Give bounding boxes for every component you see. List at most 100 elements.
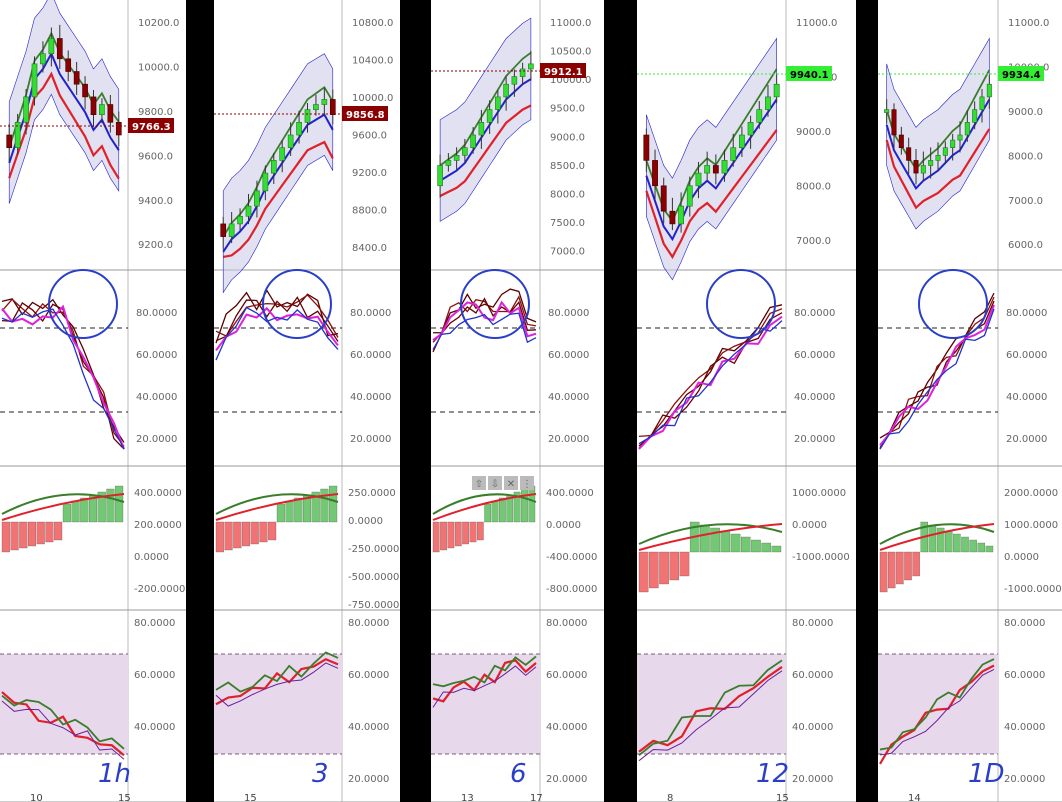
last-price-label: 9856.8	[346, 110, 385, 121]
candle	[90, 96, 97, 115]
price-tick-label: 9800.0	[138, 107, 173, 118]
rsi-tick-label: 60.0000	[348, 670, 389, 681]
candle	[730, 147, 737, 161]
macd-histogram-bar	[311, 491, 320, 523]
x-tick-label: 13	[461, 793, 474, 802]
price-tick-label: 6000.0	[1008, 240, 1043, 251]
rsi-line	[879, 668, 995, 756]
stoch-line	[432, 288, 537, 334]
candle	[321, 99, 328, 105]
macd-histogram-bar	[1, 521, 10, 553]
macd-histogram-bar	[928, 524, 937, 553]
macd-histogram-bar	[740, 536, 751, 553]
candle	[964, 122, 970, 136]
candle	[979, 96, 985, 110]
last-price-badge	[128, 118, 174, 133]
candle	[56, 38, 63, 60]
rsi-band	[637, 654, 786, 754]
macd-histogram-bar	[499, 497, 506, 523]
macd-tick-label: -400.0000	[546, 552, 597, 563]
panel-toolbar-button[interactable]	[488, 476, 502, 490]
stoch-line	[432, 312, 537, 350]
macd-histogram-bar	[476, 521, 484, 541]
panel-toolbar-button[interactable]	[520, 476, 534, 490]
candle	[99, 104, 105, 115]
candle	[445, 160, 452, 166]
price-panel: 10800.0 10400.0 10000.0 9600.0 9200.0 8800.0 8…	[214, 18, 393, 294]
candle	[31, 63, 38, 98]
rsi-tick-label: 80.0000	[134, 618, 175, 629]
macd-signal-line	[638, 523, 783, 545]
macd-histogram-bar	[761, 542, 771, 553]
candle	[48, 38, 55, 55]
panel-bg	[431, 270, 604, 466]
stoch-line	[879, 304, 995, 446]
candle	[643, 134, 650, 161]
candle	[721, 160, 728, 174]
stoch-line	[638, 315, 783, 450]
candle	[519, 68, 526, 77]
annotation-circle	[48, 269, 118, 339]
panel-bg	[0, 270, 186, 466]
candle	[891, 109, 897, 136]
panel-toolbar-button[interactable]	[504, 476, 518, 490]
stoch-tick-label: 20.0000	[136, 434, 177, 445]
rsi-tick-label: 40.0000	[546, 722, 587, 733]
macd-histogram-bar	[521, 488, 528, 523]
x-tick-label: 8	[667, 793, 673, 802]
stoch-tick-label: 40.0000	[548, 392, 589, 403]
x-tick-label: 14	[908, 793, 921, 802]
candle	[935, 155, 941, 161]
last-price-badge	[786, 66, 832, 81]
x-tick-label: 15	[244, 793, 257, 802]
price-tick-label: 9200.0	[352, 168, 387, 179]
candle	[296, 122, 302, 136]
stoch-line	[432, 295, 537, 343]
rsi-line	[638, 659, 783, 757]
macd-histogram-bar	[879, 551, 888, 593]
price-panel: 11000.0 10500.0 10000.0 9500.0 9000.0 8500.0 8…	[431, 17, 591, 258]
candle	[898, 134, 904, 148]
macd-histogram-bar	[285, 500, 294, 523]
macd-line	[432, 493, 537, 521]
macd-tick-label: 250.0000	[348, 488, 396, 499]
panel-toolbar-glyph: ✕	[507, 479, 515, 490]
candle	[486, 109, 493, 123]
price-tick-label: 10000.0	[138, 62, 179, 73]
moving-average-line	[8, 31, 120, 148]
stoch-tick-label: 20.0000	[548, 434, 589, 445]
macd-histogram-bar	[720, 530, 731, 553]
macd-histogram-bar	[912, 551, 920, 577]
candle	[920, 165, 926, 174]
rsi-panel: 80.0000 60.0000 40.0000	[0, 618, 175, 760]
candle	[82, 83, 88, 98]
price-tick-label: 11000.0	[1008, 18, 1049, 29]
candle	[511, 76, 518, 85]
candle	[279, 147, 286, 161]
macd-line	[638, 523, 783, 551]
stoch-line	[879, 296, 995, 448]
rsi-line	[215, 662, 339, 707]
panel-toolbar-button[interactable]	[472, 476, 486, 490]
macd-histogram-bar	[985, 545, 994, 553]
macd-panel: 250.0000 0.0000 -250.0000 -500.0000 -750.000…	[215, 485, 399, 611]
candle	[287, 134, 294, 148]
candle	[245, 205, 252, 217]
macd-tick-label: -500.0000	[348, 572, 399, 583]
moving-average-line	[222, 85, 334, 238]
macd-histogram-bar	[62, 503, 71, 523]
price-tick-label: 9500.0	[550, 104, 585, 115]
panel-bg	[878, 466, 1062, 610]
macd-histogram-bar	[953, 533, 961, 553]
moving-average-line	[885, 128, 991, 210]
macd-histogram-bar	[215, 521, 224, 553]
macd-tick-label: 400.0000	[134, 488, 182, 499]
macd-line	[879, 523, 995, 551]
macd-histogram-bar	[710, 527, 720, 553]
candle	[462, 147, 468, 156]
moving-average-line	[439, 104, 532, 197]
candle	[6, 134, 13, 148]
last-price-badge	[342, 106, 388, 121]
annotation-circle	[706, 269, 776, 339]
rsi-tick-label: 80.0000	[1004, 618, 1045, 629]
